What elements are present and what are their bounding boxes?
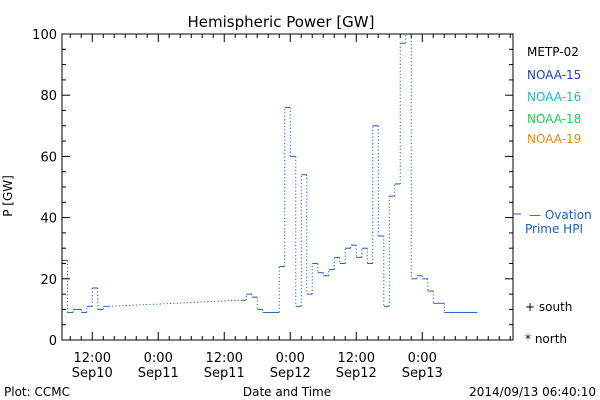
plot-credit: Plot: CCMC <box>4 385 70 399</box>
x-tick-time-label: 12:00 <box>338 351 375 366</box>
x-tick-date-label: Sep10 <box>72 366 113 381</box>
legend-item-noaa-19: NOAA-19 <box>527 132 581 146</box>
y-tick-label: 20 <box>40 273 57 288</box>
y-tick-label: 40 <box>40 212 57 227</box>
x-tick-time-label: 0:00 <box>408 351 437 366</box>
x-tick-time-label: 12:00 <box>74 351 111 366</box>
y-tick-label: 100 <box>32 28 57 43</box>
legend-ovation-line1: — Ovation <box>529 208 592 222</box>
x-tick-date-label: Sep13 <box>402 366 443 381</box>
series-ovation-prime-hpi <box>62 33 478 313</box>
x-tick-date-label: Sep12 <box>336 366 377 381</box>
legend-north: * north <box>525 332 567 346</box>
series-gap-bridge <box>108 299 241 307</box>
x-tick-time-label: 0:00 <box>144 351 173 366</box>
legend-item-noaa-18: NOAA-18 <box>527 112 581 126</box>
series-layer <box>62 33 478 313</box>
legend-south: + south <box>525 300 572 314</box>
y-tick-label: 60 <box>40 150 57 165</box>
legend-ovation-line2: Prime HPI <box>525 222 583 236</box>
x-tick-date-label: Sep11 <box>204 366 245 381</box>
chart-title: Hemispheric Power [GW] <box>188 13 375 31</box>
y-tick-label: 80 <box>40 89 57 104</box>
plot-timestamp: 2014/09/13 06:40:10 <box>469 385 596 399</box>
plot-frame <box>61 33 514 341</box>
legend: METP-02 NOAA-15 NOAA-16 NOAA-18 NOAA-19 … <box>513 45 592 346</box>
x-tick-time-label: 12:00 <box>206 351 243 366</box>
x-tick-labels: 12:00Sep100:00Sep1112:00Sep110:00Sep1212… <box>72 351 443 381</box>
axis-ticks <box>62 33 513 341</box>
legend-item-metp-02: METP-02 <box>527 45 579 59</box>
y-tick-labels: 0 20 40 60 80 100 <box>32 28 57 349</box>
x-tick-time-label: 0:00 <box>276 351 305 366</box>
legend-item-noaa-16: NOAA-16 <box>527 90 581 104</box>
x-tick-date-label: Sep11 <box>138 366 179 381</box>
x-axis-label: Date and Time <box>243 385 331 399</box>
y-axis-label: P [GW] <box>1 175 15 217</box>
y-tick-label: 0 <box>49 334 57 349</box>
legend-item-noaa-15: NOAA-15 <box>527 68 581 82</box>
x-tick-date-label: Sep12 <box>270 366 311 381</box>
